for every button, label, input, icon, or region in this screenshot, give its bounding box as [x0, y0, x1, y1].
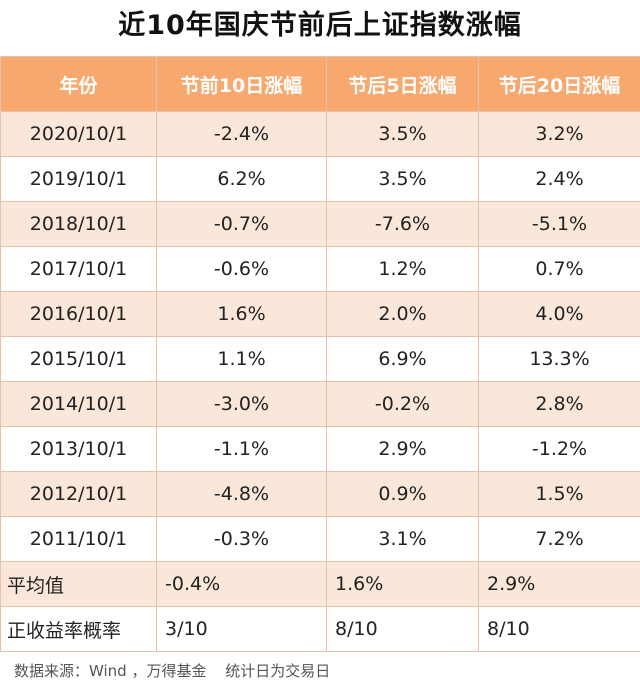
table-row: 2016/10/1 1.6% 2.0% 4.0%	[0, 291, 640, 337]
table-row: 2017/10/1 -0.6% 1.2% 0.7%	[0, 246, 640, 292]
table-row: 2011/10/1 -0.3% 3.1% 7.2%	[0, 516, 640, 562]
cell-post5: 0.9%	[326, 471, 479, 517]
cell-year: 2019/10/1	[0, 156, 157, 202]
summary-post5: 1.6%	[326, 561, 479, 607]
cell-pre10: -3.0%	[156, 381, 327, 427]
table-row: 2018/10/1 -0.7% -7.6% -5.1%	[0, 201, 640, 247]
data-source-note: 数据来源：Wind ，万得基金 统计日为交易日	[14, 660, 344, 681]
summary-row-average: 平均值 -0.4% 1.6% 2.9%	[0, 561, 640, 607]
cell-pre10: 6.2%	[156, 156, 327, 202]
summary-post20: 8/10	[478, 606, 640, 652]
table-header-row: 年份 节前10日涨幅 节后5日涨幅 节后20日涨幅	[0, 56, 640, 112]
table-row: 2014/10/1 -3.0% -0.2% 2.8%	[0, 381, 640, 427]
table-row: 2015/10/1 1.1% 6.9% 13.3%	[0, 336, 640, 382]
summary-post5: 8/10	[326, 606, 479, 652]
cell-year: 2012/10/1	[0, 471, 157, 517]
cell-pre10: -1.1%	[156, 426, 327, 472]
cell-post5: 2.0%	[326, 291, 479, 337]
cell-year: 2011/10/1	[0, 516, 157, 562]
summary-label: 正收益率概率	[0, 606, 157, 652]
summary-row-probability: 正收益率概率 3/10 8/10 8/10	[0, 606, 640, 652]
cell-pre10: -0.6%	[156, 246, 327, 292]
cell-post20: 13.3%	[478, 336, 640, 382]
cell-post5: -7.6%	[326, 201, 479, 247]
summary-pre10: -0.4%	[156, 561, 327, 607]
summary-pre10: 3/10	[156, 606, 327, 652]
cell-pre10: -2.4%	[156, 111, 327, 157]
source-prefix: 数据来源：Wind ，万得基金	[14, 662, 207, 680]
cell-post20: 2.8%	[478, 381, 640, 427]
cell-post20: 1.5%	[478, 471, 640, 517]
cell-pre10: 1.1%	[156, 336, 327, 382]
header-post5: 节后5日涨幅	[326, 56, 479, 112]
cell-post20: 0.7%	[478, 246, 640, 292]
cell-post20: 7.2%	[478, 516, 640, 562]
cell-year: 2017/10/1	[0, 246, 157, 292]
source-stat-note: 统计日为交易日	[225, 662, 331, 680]
cell-post20: 2.4%	[478, 156, 640, 202]
cell-year: 2013/10/1	[0, 426, 157, 472]
summary-label: 平均值	[0, 561, 157, 607]
header-pre10: 节前10日涨幅	[156, 56, 327, 112]
cell-post5: -0.2%	[326, 381, 479, 427]
table-row: 2012/10/1 -4.8% 0.9% 1.5%	[0, 471, 640, 517]
table-row: 2013/10/1 -1.1% 2.9% -1.2%	[0, 426, 640, 472]
cell-post5: 3.5%	[326, 156, 479, 202]
cell-pre10: 1.6%	[156, 291, 327, 337]
summary-post20: 2.9%	[478, 561, 640, 607]
cell-post20: 4.0%	[478, 291, 640, 337]
cell-year: 2016/10/1	[0, 291, 157, 337]
cell-year: 2018/10/1	[0, 201, 157, 247]
cell-year: 2020/10/1	[0, 111, 157, 157]
cell-post20: 3.2%	[478, 111, 640, 157]
cell-post5: 2.9%	[326, 426, 479, 472]
table-row: 2019/10/1 6.2% 3.5% 2.4%	[0, 156, 640, 202]
header-year: 年份	[0, 56, 157, 112]
cell-post20: -5.1%	[478, 201, 640, 247]
table-row: 2020/10/1 -2.4% 3.5% 3.2%	[0, 111, 640, 157]
header-post20: 节后20日涨幅	[478, 56, 640, 112]
cell-post5: 3.5%	[326, 111, 479, 157]
cell-post5: 1.2%	[326, 246, 479, 292]
cell-post5: 3.1%	[326, 516, 479, 562]
cell-post20: -1.2%	[478, 426, 640, 472]
cell-year: 2015/10/1	[0, 336, 157, 382]
cell-pre10: -0.3%	[156, 516, 327, 562]
cell-post5: 6.9%	[326, 336, 479, 382]
page-title: 近10年国庆节前后上证指数涨幅	[118, 10, 522, 41]
data-table: 年份 节前10日涨幅 节后5日涨幅 节后20日涨幅 2020/10/1 -2.4…	[0, 56, 640, 652]
cell-pre10: -0.7%	[156, 201, 327, 247]
cell-pre10: -4.8%	[156, 471, 327, 517]
cell-year: 2014/10/1	[0, 381, 157, 427]
